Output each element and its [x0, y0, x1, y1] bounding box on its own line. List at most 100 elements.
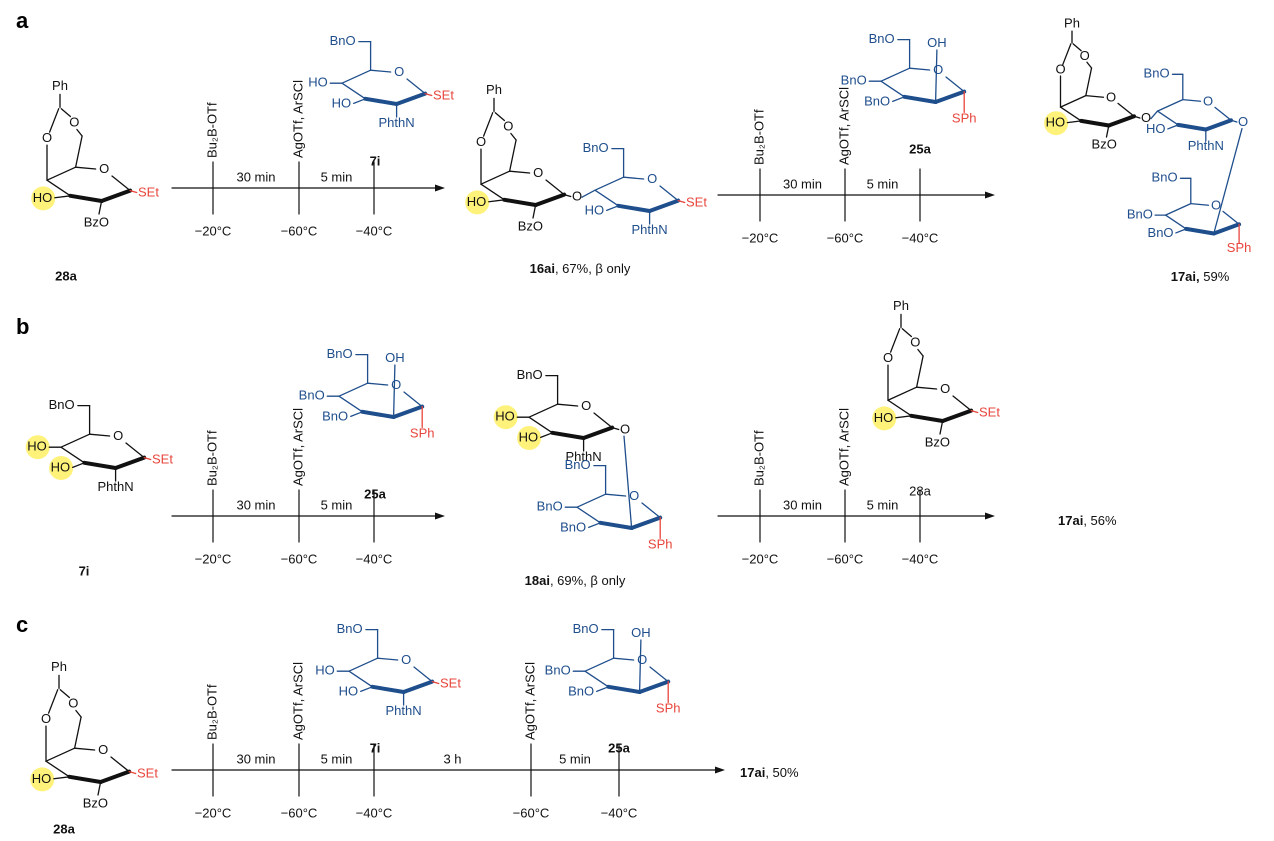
- bond: [1086, 61, 1093, 69]
- product-caption: 16ai, 67%, β only: [530, 261, 631, 276]
- bond: [606, 684, 642, 694]
- bond: [1059, 106, 1082, 122]
- atom-label: BnO: [537, 499, 563, 514]
- atom-label: HO: [339, 683, 359, 698]
- bond: [1105, 124, 1110, 138]
- bond: [1211, 222, 1242, 236]
- atom-label: O: [69, 114, 79, 129]
- bonds: [45, 30, 1243, 797]
- hydroxyl-highlight: [49, 456, 74, 480]
- atom-label: BnO: [869, 31, 895, 46]
- bond: [1164, 214, 1187, 230]
- atom-label: HO: [495, 409, 515, 424]
- atom-label: O: [1141, 110, 1151, 125]
- atom-label: O: [883, 350, 893, 365]
- bond: [480, 170, 511, 185]
- arrow-head: [985, 191, 995, 199]
- bond: [612, 657, 635, 661]
- temperature: −60°C: [281, 805, 318, 820]
- compound-number: 17ai: [1058, 513, 1083, 528]
- highlights: [25, 111, 1069, 792]
- bond: [75, 709, 82, 718]
- bond: [581, 425, 615, 440]
- atom-label: BnO: [337, 621, 363, 636]
- bond: [73, 716, 82, 749]
- arrow-head: [715, 766, 725, 774]
- yield: , 56%: [1083, 513, 1117, 528]
- bond: [1062, 43, 1072, 66]
- compound-number: 7i: [79, 563, 90, 578]
- bond: [940, 408, 974, 423]
- bond: [502, 197, 538, 207]
- atom-label: BnO: [327, 346, 353, 361]
- bond: [1222, 210, 1240, 225]
- atom-label: O: [1080, 48, 1090, 63]
- compound-number: 18ai: [525, 573, 550, 588]
- atom-label: O: [476, 134, 486, 149]
- panel-label: b: [16, 314, 29, 339]
- atom-label: SPh: [1227, 240, 1252, 255]
- bond: [353, 98, 367, 104]
- atom-label: Ph: [893, 298, 909, 313]
- bond: [1156, 98, 1184, 112]
- atom-label: HO: [308, 75, 328, 90]
- interval: 30 min: [783, 176, 822, 191]
- bond: [76, 128, 83, 137]
- bond: [1085, 94, 1105, 98]
- bond: [82, 460, 118, 470]
- interval: 5 min: [321, 169, 353, 184]
- bond: [970, 409, 979, 414]
- bond: [1133, 115, 1141, 119]
- bond: [348, 657, 379, 672]
- bond: [128, 770, 137, 775]
- atom-label: O: [41, 711, 51, 726]
- bond: [641, 502, 661, 519]
- temperature: −40°C: [601, 805, 638, 820]
- atom-label: O: [620, 422, 630, 437]
- atom-label: BnO: [49, 397, 75, 412]
- atom-label: O: [1211, 197, 1221, 212]
- interval: 5 min: [867, 176, 899, 191]
- reagent: Bu₂B-OTf: [204, 430, 219, 486]
- bond: [622, 176, 645, 180]
- bond: [528, 416, 554, 434]
- bond: [45, 760, 71, 778]
- bond: [596, 686, 610, 692]
- hydroxyl-highlight: [517, 426, 542, 450]
- yield: , 69%, β only: [550, 573, 626, 588]
- bond: [939, 420, 944, 435]
- bond: [341, 82, 367, 100]
- bond: [67, 774, 103, 784]
- atom-label: O: [1238, 114, 1248, 129]
- compound-number: 25a: [608, 740, 630, 755]
- bond: [637, 679, 671, 694]
- atom-label: BnO: [330, 33, 356, 48]
- atom-label: HO: [27, 439, 47, 454]
- atom-label: BnO: [322, 408, 348, 423]
- bond: [1164, 202, 1192, 216]
- atom-label: HO: [1046, 115, 1066, 130]
- atom-label: O: [503, 118, 513, 133]
- bond: [360, 409, 396, 419]
- bond: [508, 170, 531, 174]
- bond: [598, 520, 634, 530]
- arrow-head: [985, 512, 995, 520]
- yield: , 50%: [765, 765, 799, 780]
- bond: [895, 415, 913, 419]
- temperature: −40°C: [902, 551, 939, 566]
- reagent: AgOTf, ArSCl: [836, 408, 851, 486]
- atom-label: HO: [51, 459, 71, 474]
- compound-number: 16ai: [530, 261, 555, 276]
- bond: [901, 328, 913, 338]
- bond: [1184, 226, 1216, 236]
- atom-label: O: [629, 488, 639, 503]
- bond: [532, 204, 537, 219]
- bond: [73, 747, 96, 751]
- bond: [638, 639, 642, 693]
- atom-label: PhthN: [1188, 138, 1224, 153]
- compound-number: 25a: [909, 141, 931, 156]
- panel-label: c: [16, 612, 28, 637]
- interval: 30 min: [236, 497, 275, 512]
- atom-label: SEt: [152, 452, 173, 467]
- bond: [1214, 106, 1232, 121]
